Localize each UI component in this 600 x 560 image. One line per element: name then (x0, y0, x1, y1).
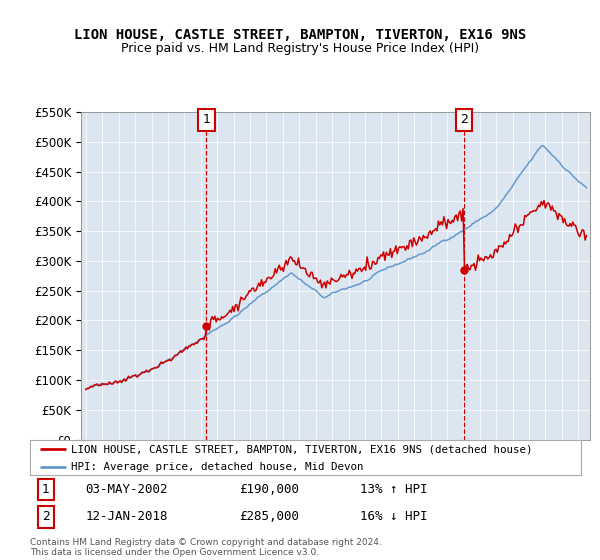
Text: 2: 2 (42, 510, 50, 523)
Text: LION HOUSE, CASTLE STREET, BAMPTON, TIVERTON, EX16 9NS (detached house): LION HOUSE, CASTLE STREET, BAMPTON, TIVE… (71, 445, 533, 455)
Text: Contains HM Land Registry data © Crown copyright and database right 2024.
This d: Contains HM Land Registry data © Crown c… (30, 538, 382, 557)
Text: 12-JAN-2018: 12-JAN-2018 (85, 510, 167, 523)
Text: 1: 1 (42, 483, 50, 496)
Text: £285,000: £285,000 (239, 510, 299, 523)
Text: 1: 1 (202, 113, 210, 126)
Text: LION HOUSE, CASTLE STREET, BAMPTON, TIVERTON, EX16 9NS: LION HOUSE, CASTLE STREET, BAMPTON, TIVE… (74, 28, 526, 42)
Text: 13% ↑ HPI: 13% ↑ HPI (361, 483, 428, 496)
Text: 03-MAY-2002: 03-MAY-2002 (85, 483, 167, 496)
Text: Price paid vs. HM Land Registry's House Price Index (HPI): Price paid vs. HM Land Registry's House … (121, 42, 479, 55)
Text: 16% ↓ HPI: 16% ↓ HPI (361, 510, 428, 523)
Text: £190,000: £190,000 (239, 483, 299, 496)
Text: HPI: Average price, detached house, Mid Devon: HPI: Average price, detached house, Mid … (71, 462, 364, 472)
Text: 2: 2 (460, 113, 468, 126)
